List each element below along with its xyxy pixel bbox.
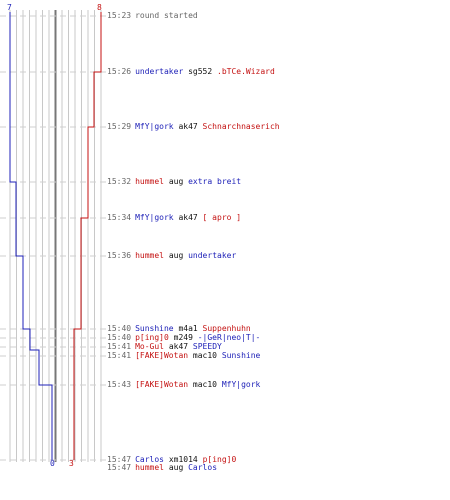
victim-name: -|GeR|neo|T|- [197,333,261,342]
event-row: 15:34 MfY|gork ak47 [ apro ] [107,213,241,223]
killer-name: Sunshine [135,324,174,333]
column-grid [9,10,102,462]
event-time: 15:29 [107,122,132,131]
event-time: 15:41 [107,351,132,360]
event-time: 15:32 [107,177,132,186]
event-text: round started [135,11,198,20]
killer-name: hummel [135,251,164,260]
weapon-name: aug [168,463,184,472]
victim-name: Carlos [188,463,218,472]
event-row: 15:41 Mo-Gul ak47 SPEEDY [107,342,222,352]
event-time: 15:40 [107,324,132,333]
event-time: 15:34 [107,213,132,222]
weapon-name: m249 [173,333,193,342]
event-row: 15:41 [FAKE]Wotan mac10 Sunshine [107,351,260,361]
red-team-count-line [73,12,102,460]
weapon-name: ak47 [178,213,198,222]
killer-name: undertaker [135,67,184,76]
killer-name: [FAKE]Wotan [135,380,189,389]
event-row: 15:36 hummel aug undertaker [107,251,236,261]
killer-name: hummel [135,463,164,472]
victim-name: [ apro ] [202,213,242,222]
weapon-name: mac10 [192,380,217,389]
weapon-name: mac10 [192,351,217,360]
event-row: 15:32 hummel aug extra breit [107,177,241,187]
killer-name: hummel [135,177,164,186]
red-end-count: 3 [69,459,74,468]
weapon-name: sg552 [188,67,213,76]
killer-name: MfY|gork [135,122,174,131]
blue-end-count: 0 [50,459,55,468]
victim-name: SPEEDY [192,342,222,351]
event-row: 15:23 round started [107,11,198,21]
event-time: 15:47 [107,455,132,464]
event-row: 15:26 undertaker sg552 .bTCe.Wizard [107,67,275,77]
victim-name: extra breit [188,177,242,186]
victim-name: Schnarchnaserich [202,122,280,131]
killer-name: Carlos [135,455,164,464]
event-time: 15:36 [107,251,132,260]
event-row: 15:43 [FAKE]Wotan mac10 MfY|gork [107,380,260,390]
event-time: 15:23 [107,11,132,20]
killer-name: p[ing]0 [135,333,169,342]
weapon-name: m4a1 [178,324,198,333]
victim-name: p[ing]0 [202,455,237,464]
weapon-name: ak47 [178,122,198,131]
event-row: 15:29 MfY|gork ak47 Schnarchnaserich [107,122,280,132]
killer-name: MfY|gork [135,213,174,222]
victim-name: undertaker [188,251,237,260]
event-time: 15:41 [107,342,132,351]
red-start-count: 8 [97,3,102,12]
weapon-name: ak47 [168,342,189,351]
weapon-name: aug [168,177,184,186]
event-row: 15:47 hummel aug Carlos [107,463,217,473]
killer-name: [FAKE]Wotan [135,351,189,360]
victim-name: Suppenhuhn [202,324,251,333]
event-time: 15:47 [107,463,132,472]
event-time: 15:26 [107,67,132,76]
event-row: 15:40 Sunshine m4a1 Suppenhuhn [107,324,251,334]
event-row-guides [0,15,108,461]
blue-start-count: 7 [7,3,12,12]
weapon-name: xm1014 [168,455,198,464]
killer-name: Mo-Gul [135,342,164,351]
event-row: 15:47 Carlos xm1014 p[ing]0 [107,455,236,465]
event-time: 15:40 [107,333,132,342]
victim-name: .bTCe.Wizard [217,67,275,76]
event-time: 15:43 [107,380,132,389]
round-timeline-chart: 7 8 0 3 [0,3,108,468]
victim-name: MfY|gork [221,380,261,389]
weapon-name: aug [168,251,184,260]
event-row: 15:40 p[ing]0 m249 -|GeR|neo|T|- [107,333,260,343]
victim-name: Sunshine [221,351,261,360]
blue-team-count-line [9,12,53,460]
